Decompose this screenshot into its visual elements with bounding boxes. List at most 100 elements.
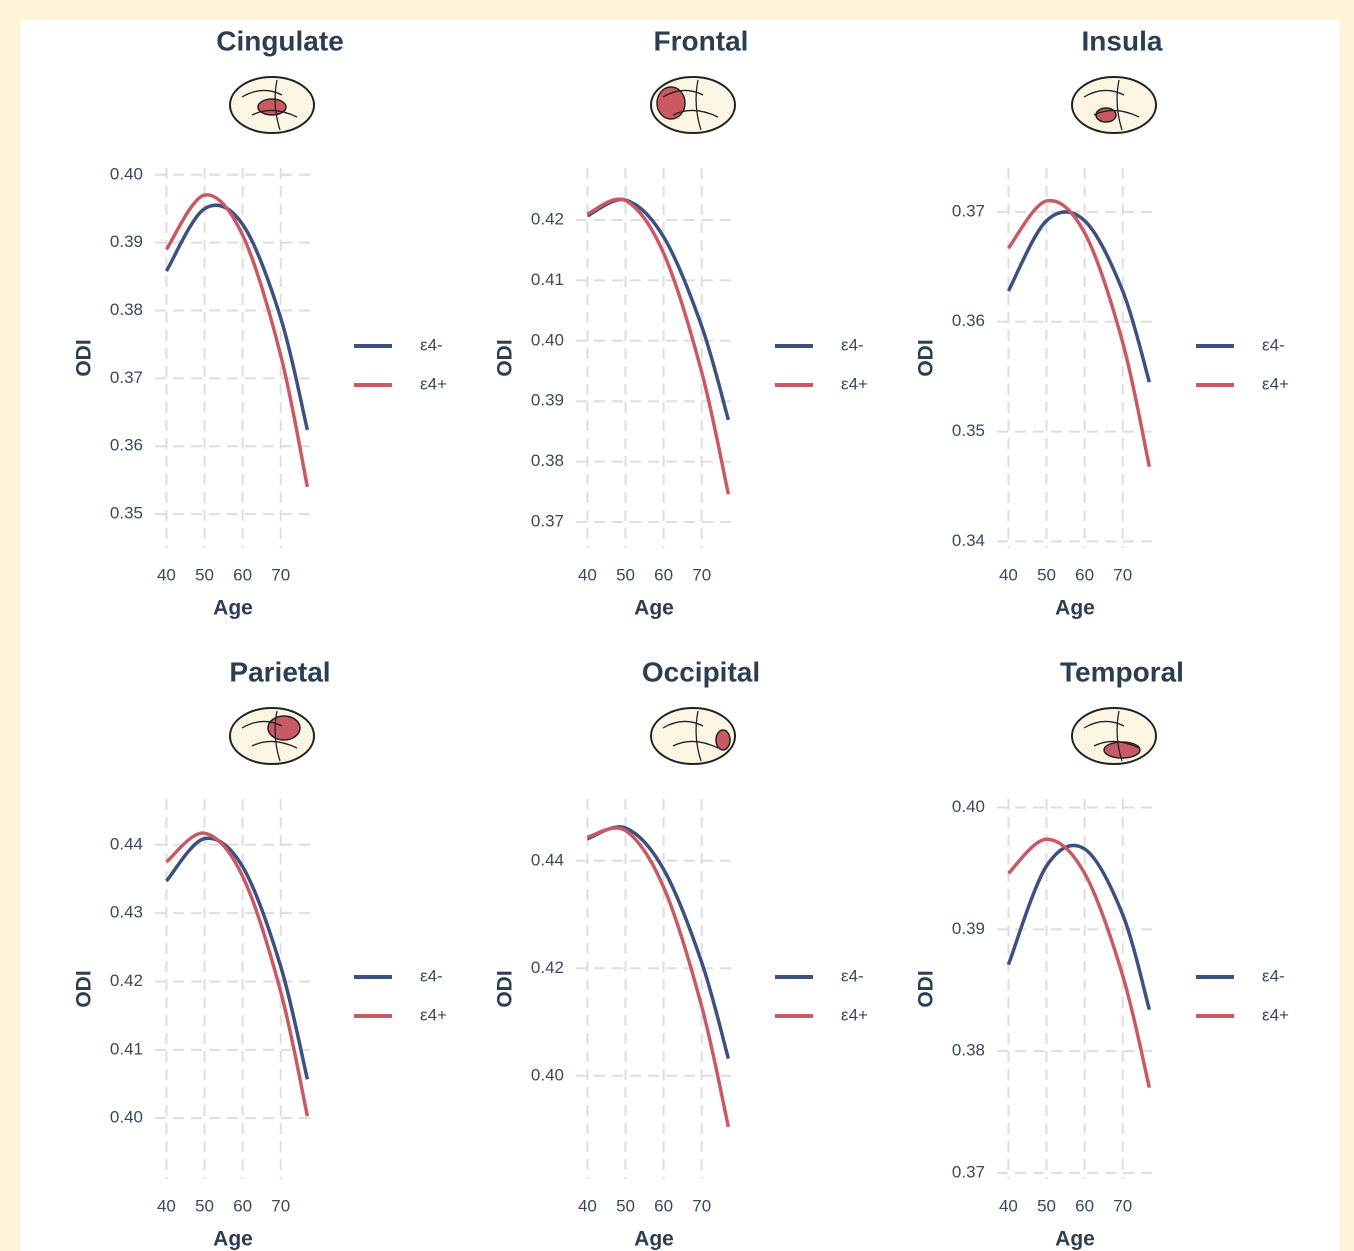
y-tick-label: 0.37 <box>110 368 143 387</box>
y-tick-label: 0.40 <box>952 797 985 816</box>
panel: Frontal 0.37 0.38 0.39 0.40 0.41 0.42 40 50 60 70 A… <box>494 25 868 619</box>
y-axis-title: ODI <box>73 970 96 1007</box>
panel: Temporal 0.37 0.38 0.39 0.40 40 50 60 70 Age ODI ε4… <box>915 656 1289 1250</box>
x-tick-label: 60 <box>654 1196 673 1215</box>
y-tick-label: 0.39 <box>531 391 564 410</box>
series-line <box>586 826 731 1128</box>
x-tick-label: 60 <box>233 565 252 584</box>
panel-title: Cingulate <box>216 25 344 56</box>
brain-icon <box>229 76 315 134</box>
y-tick-label: 0.40 <box>110 1108 143 1127</box>
x-tick-label: 70 <box>1113 1196 1132 1215</box>
legend-label: ε4+ <box>1262 374 1289 393</box>
y-tick-label: 0.44 <box>531 850 564 869</box>
x-tick-label: 60 <box>654 565 673 584</box>
x-axis-title: Age <box>634 597 674 620</box>
brain-icon <box>650 707 736 765</box>
x-tick-label: 40 <box>578 565 597 584</box>
brain-folds <box>241 710 298 762</box>
panel: Parietal 0.40 0.41 0.42 0.43 0.44 40 50 60 70 Age O… <box>73 656 447 1250</box>
y-tick-label: 0.43 <box>110 903 143 922</box>
panel-title: Insula <box>1082 25 1163 56</box>
brain-region <box>257 98 287 116</box>
x-tick-label: 50 <box>616 565 635 584</box>
figure-background <box>20 20 1340 1251</box>
brain-icon <box>229 707 315 765</box>
series-line <box>165 836 310 1080</box>
series-line <box>164 193 310 488</box>
y-tick-label: 0.38 <box>110 300 143 319</box>
series-line <box>586 197 731 495</box>
legend-label: ε4- <box>841 966 864 985</box>
legend-label: ε4- <box>420 335 443 354</box>
legend-label: ε4- <box>1262 335 1285 354</box>
series-line <box>164 203 310 431</box>
y-tick-label: 0.39 <box>952 919 985 938</box>
panel: Occipital 0.40 0.42 0.44 40 50 60 70 Age ODI ε4- ε4… <box>494 656 868 1250</box>
brain-icon <box>1071 76 1157 134</box>
x-tick-label: 60 <box>1075 1196 1094 1215</box>
brain-outline <box>1071 76 1157 134</box>
x-tick-label: 50 <box>616 1196 635 1215</box>
y-tick-label: 0.44 <box>110 834 143 853</box>
y-axis-title: ODI <box>494 970 517 1007</box>
panel-title: Frontal <box>654 25 749 56</box>
brain-icon <box>650 76 736 134</box>
x-tick-label: 40 <box>157 1196 176 1215</box>
x-tick-label: 60 <box>1075 565 1094 584</box>
panel-title: Temporal <box>1060 656 1184 687</box>
brain-region <box>1103 741 1141 759</box>
x-tick-label: 70 <box>271 565 290 584</box>
x-tick-label: 70 <box>271 1196 290 1215</box>
legend-label: ε4+ <box>420 1005 447 1024</box>
y-tick-label: 0.37 <box>531 512 564 531</box>
x-tick-label: 60 <box>233 1196 252 1215</box>
legend-label: ε4- <box>1262 966 1285 985</box>
panel-title: Occipital <box>642 656 760 687</box>
legend-label: ε4+ <box>1262 1005 1289 1024</box>
brain-folds <box>1083 79 1140 131</box>
y-tick-label: 0.42 <box>110 971 143 990</box>
y-tick-label: 0.35 <box>110 504 143 523</box>
x-tick-label: 50 <box>1037 565 1056 584</box>
y-axis-title: ODI <box>915 339 938 376</box>
panel: Insula 0.34 0.35 0.36 0.37 40 50 60 70 Age ODI ε4- ε… <box>915 25 1289 619</box>
series-line <box>1007 837 1152 1089</box>
y-axis-title: ODI <box>915 970 938 1007</box>
brain-icon <box>1071 707 1157 765</box>
brain-region <box>656 86 686 120</box>
legend-label: ε4+ <box>841 1005 868 1024</box>
y-tick-label: 0.39 <box>110 232 143 251</box>
x-tick-label: 70 <box>692 1196 711 1215</box>
x-axis-title: Age <box>1055 1228 1095 1251</box>
y-tick-label: 0.35 <box>952 421 985 440</box>
series-line <box>1007 198 1152 468</box>
x-tick-label: 40 <box>157 565 176 584</box>
x-tick-label: 50 <box>1037 1196 1056 1215</box>
y-tick-label: 0.41 <box>531 270 564 289</box>
brain-folds <box>1083 710 1140 762</box>
series-line <box>1006 843 1152 1011</box>
y-tick-label: 0.37 <box>952 201 985 220</box>
y-tick-label: 0.42 <box>531 209 564 228</box>
x-axis-title: Age <box>634 1228 674 1251</box>
legend-label: ε4+ <box>841 374 868 393</box>
brain-region <box>1095 107 1117 123</box>
legend-label: ε4+ <box>420 374 447 393</box>
legend-label: ε4- <box>841 335 864 354</box>
x-axis-title: Age <box>1055 597 1095 620</box>
panel-title: Parietal <box>229 656 330 687</box>
brain-region <box>267 715 301 741</box>
brain-folds <box>241 79 298 131</box>
brain-folds <box>662 710 719 762</box>
x-tick-label: 50 <box>195 565 214 584</box>
y-tick-label: 0.41 <box>110 1039 143 1058</box>
y-axis-title: ODI <box>73 339 96 376</box>
y-tick-label: 0.34 <box>952 531 985 550</box>
x-tick-label: 70 <box>692 565 711 584</box>
y-tick-label: 0.36 <box>110 436 143 455</box>
x-tick-label: 70 <box>1113 565 1132 584</box>
y-axis-title: ODI <box>494 339 517 376</box>
